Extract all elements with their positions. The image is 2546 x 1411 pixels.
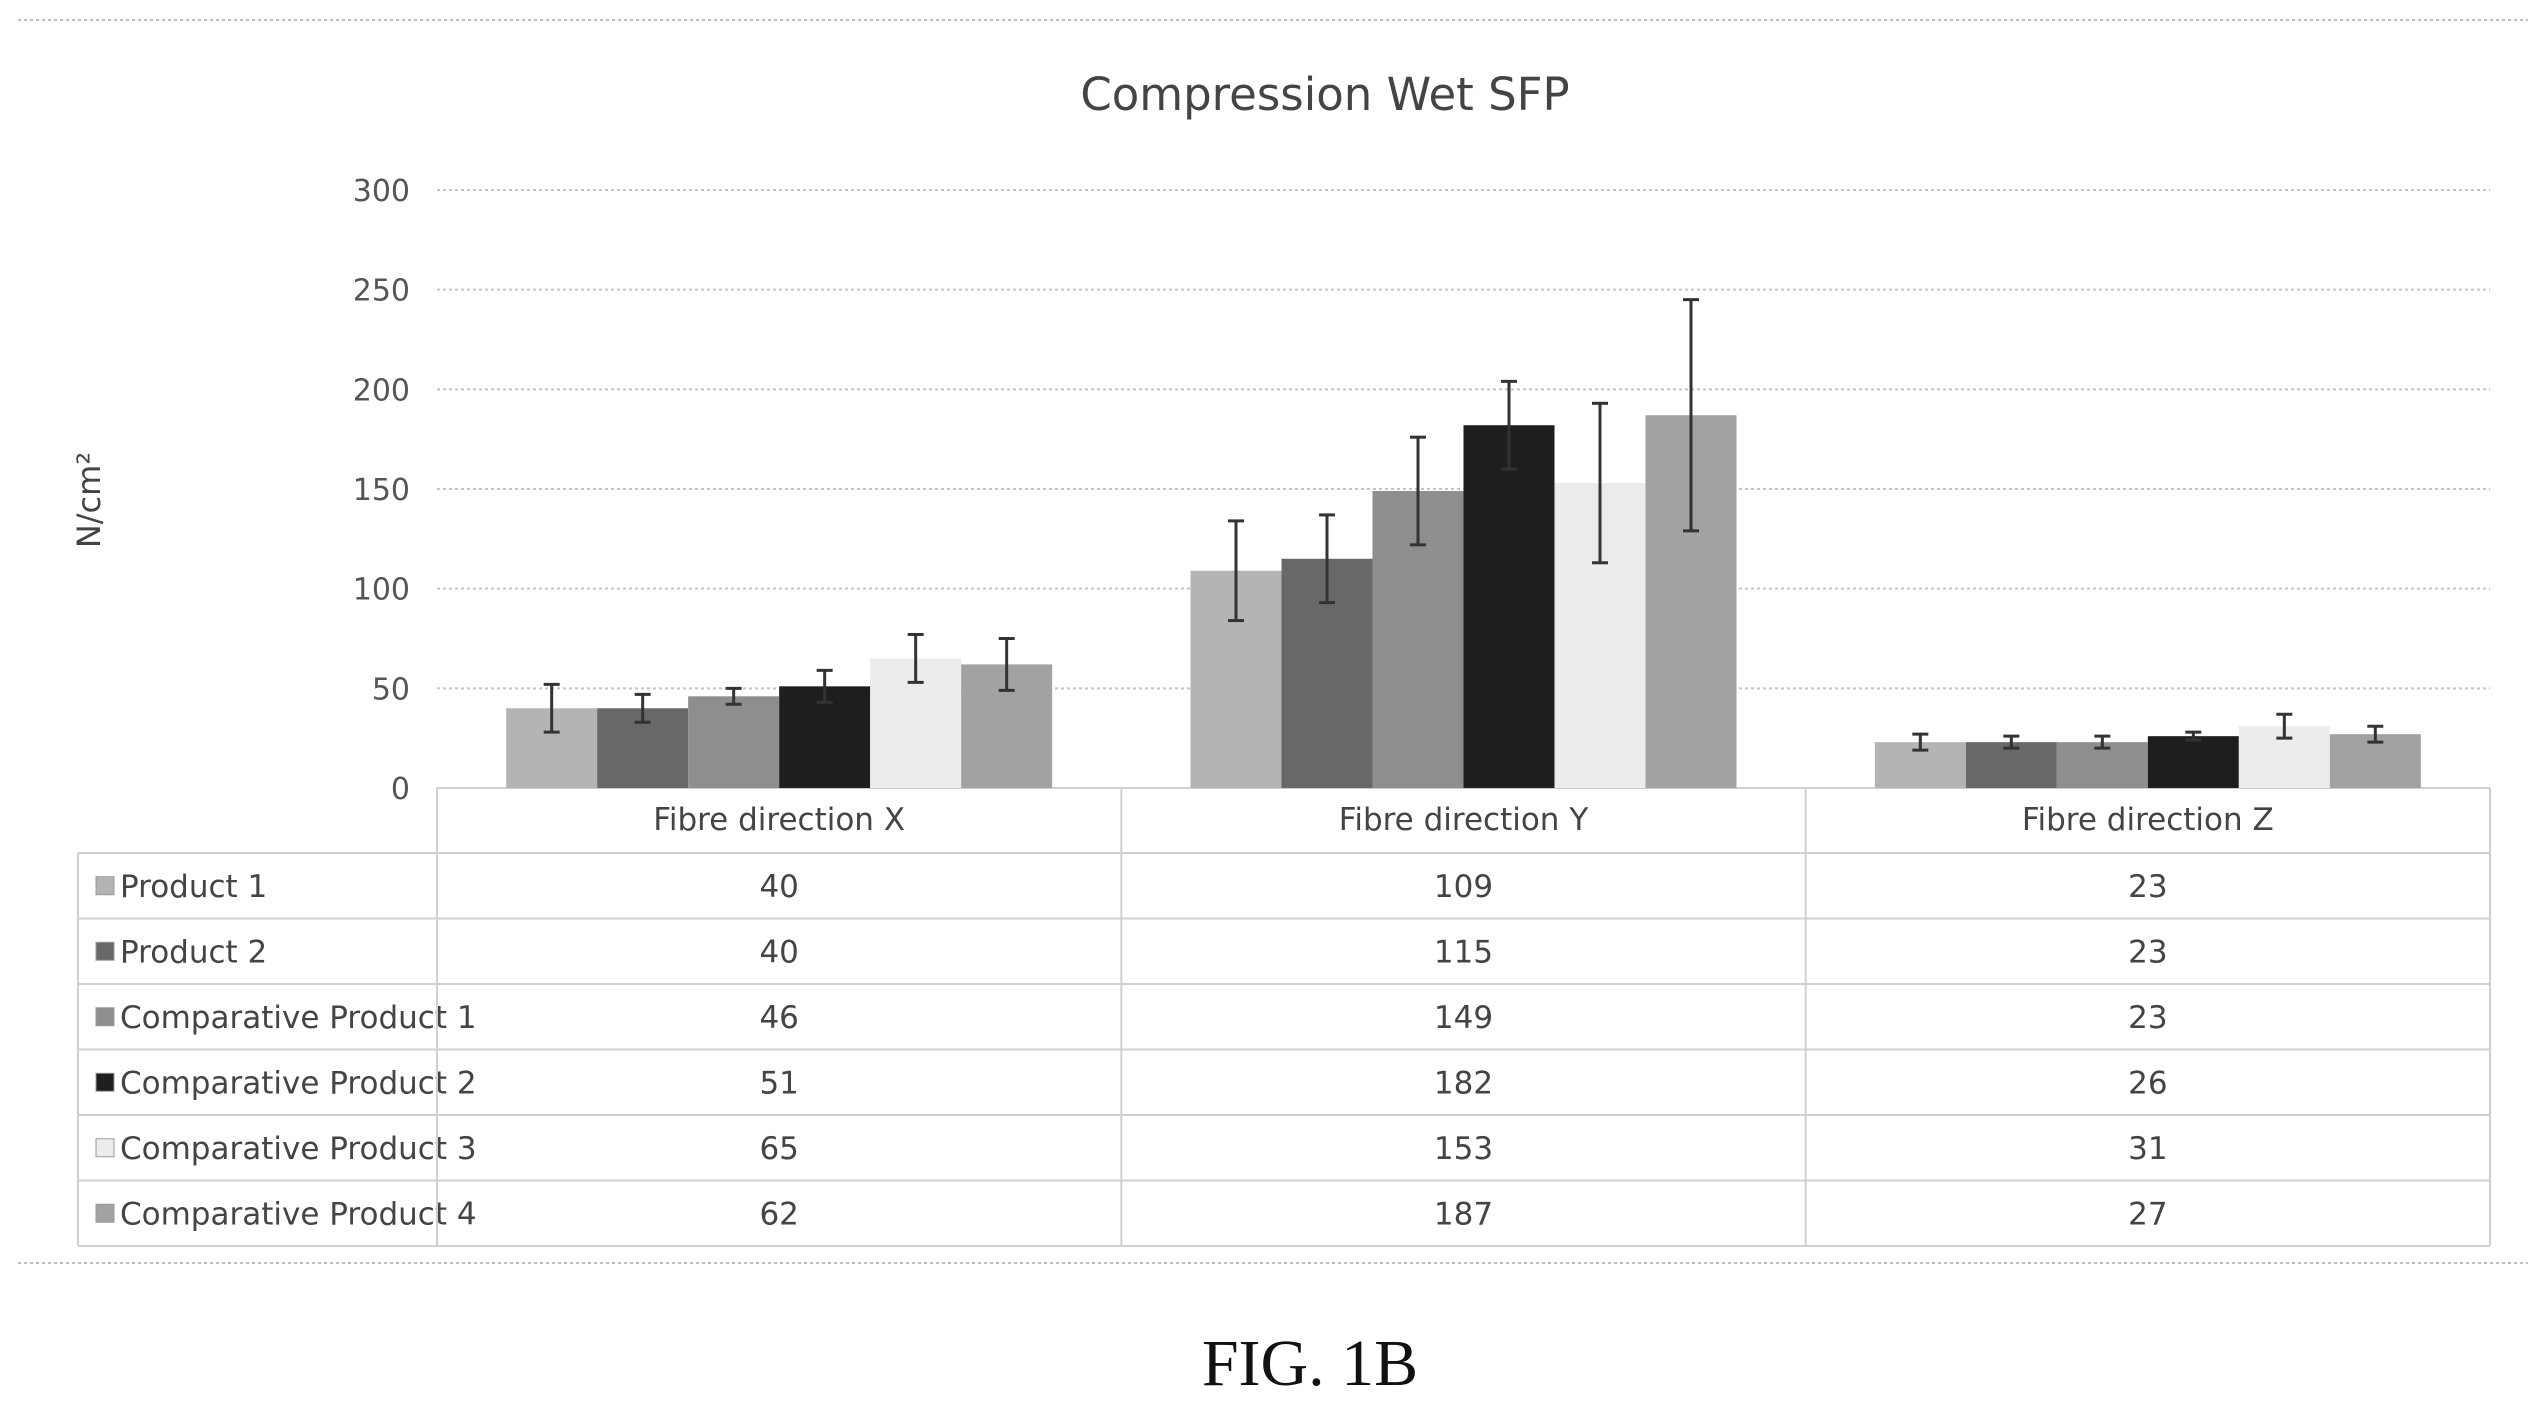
table-row-label: Comparative Product 3 [120,1131,477,1167]
x-category-label: Fibre direction X [653,802,905,838]
figure-caption: FIG. 1B [1202,1327,1418,1400]
y-axis-ticks: 0 50 100 150 200 250 300 [353,174,410,807]
x-category-label: Fibre direction Y [1339,802,1589,838]
table-cell: 109 [1434,869,1493,905]
table-cell: 149 [1434,1000,1493,1036]
bar [2147,736,2239,788]
y-tick-label: 0 [391,772,410,807]
y-tick-label: 50 [372,672,410,707]
table-cell: 65 [759,1131,798,1167]
table-cell: 27 [2128,1196,2167,1232]
legend-swatch [95,876,115,896]
table-row-label: Comparative Product 1 [120,1000,477,1036]
y-tick-label: 300 [353,174,410,209]
chart-title: Compression Wet SFP [1080,68,1569,121]
legend-swatch [95,1138,115,1158]
y-tick-label: 100 [353,573,410,608]
table-cell: 23 [2128,869,2167,905]
table-cell: 26 [2128,1065,2167,1101]
bar [688,696,780,788]
table-cell: 31 [2128,1131,2167,1167]
bar [1965,742,2057,788]
x-axis-category-labels: Fibre direction X Fibre direction Y Fibre … [653,802,2273,838]
legend-swatch [95,1007,115,1027]
table-row-label: Product 2 [120,934,267,970]
table-cell: 23 [2128,934,2167,970]
table-row-label: Comparative Product 4 [120,1196,477,1232]
table-cell: 153 [1434,1131,1493,1167]
bars [506,415,2421,788]
legend-swatch [95,941,115,961]
table-cell: 40 [759,869,798,905]
legend-swatch [95,1072,115,1092]
table-cell: 187 [1434,1196,1493,1232]
table-cell: 182 [1434,1065,1493,1101]
y-tick-label: 200 [353,373,410,408]
x-category-label: Fibre direction Z [2022,802,2274,838]
error-bars [543,298,2384,752]
bar [1463,425,1555,788]
y-tick-label: 250 [353,274,410,309]
data-table: Product 1 40 109 23 Product 2 40 115 23 Comparat… [77,788,2491,1247]
bar [2056,742,2148,788]
table-cell: 46 [759,1000,798,1036]
table-row-label: Comparative Product 2 [120,1065,477,1101]
table-cell: 51 [759,1065,798,1101]
table-cell: 115 [1434,934,1493,970]
table-cell: 23 [2128,1000,2167,1036]
y-axis-label: N/cm² [70,452,108,548]
table-row-label: Product 1 [120,869,267,905]
table-cell: 40 [759,934,798,970]
legend-swatch [95,1203,115,1223]
table-cell: 62 [759,1196,798,1232]
y-tick-label: 150 [353,473,410,508]
